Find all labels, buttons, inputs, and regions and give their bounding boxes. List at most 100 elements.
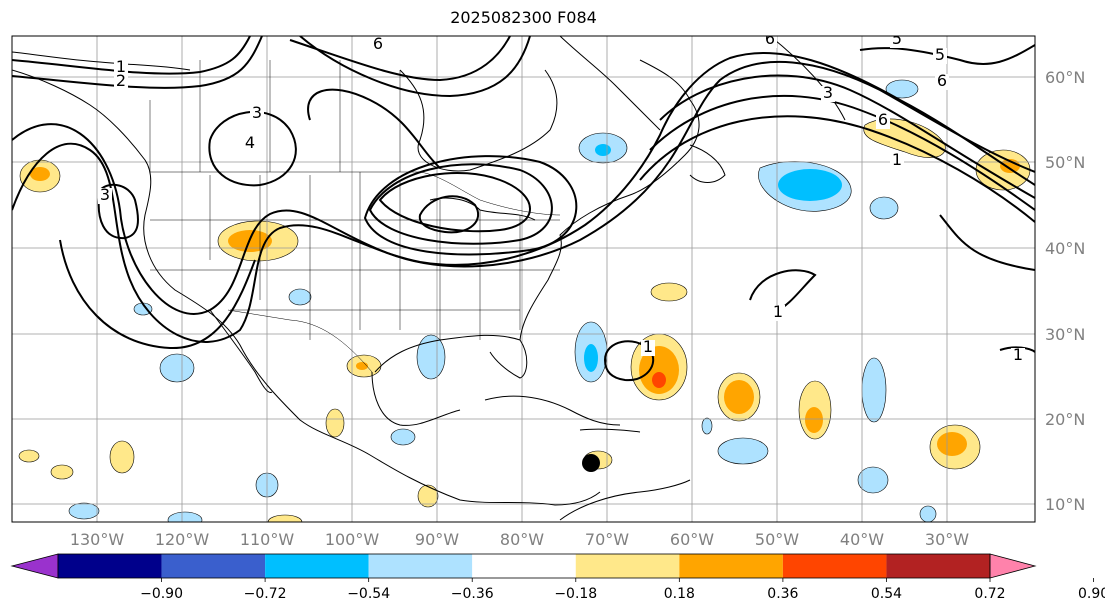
contour-label-bg: [763, 36, 777, 48]
contour-label: 6: [765, 29, 775, 48]
contour-label: 6: [937, 71, 947, 90]
colorbar-segment: [161, 554, 266, 578]
colorbar-extend-high: [989, 553, 1037, 579]
longitude-label: 120°W: [155, 530, 210, 549]
coast-hispaniola: [579, 428, 641, 433]
colorbar-segment: [265, 554, 369, 578]
coast-baffin: [559, 36, 661, 131]
border-us-mexico: [227, 309, 373, 373]
longitude-label: 80°W: [500, 530, 544, 549]
coast-yucatan: [371, 371, 461, 426]
longitude-labels: 130°W 120°W 110°W 100°W 90°W 80°W 70°W 60°W 50°W…: [70, 530, 969, 549]
contour-label: 3: [100, 185, 110, 204]
colorbar-tick-label: 0.36: [767, 586, 798, 602]
contour-label-bg: [243, 136, 257, 152]
coast-south-america: [559, 479, 691, 521]
colorbar-tick-label: 0.72: [974, 586, 1005, 602]
coast-east: [519, 59, 700, 341]
latitude-labels: 60°N 50°N 40°N 30°N 20°N 10°N: [1045, 68, 1085, 514]
positive-anomaly-tropical-mid: [639, 346, 679, 394]
negative-anomaly-east: [857, 466, 889, 494]
contour-label: 1: [643, 337, 653, 356]
positive-anomaly-texas-core: [356, 362, 368, 370]
positive-anomaly-pacific-3: [18, 449, 40, 463]
contour-label-bg: [890, 36, 904, 48]
longitude-label: 130°W: [70, 530, 125, 549]
contour-ring-2: [368, 163, 553, 245]
negative-anomaly-south: [68, 502, 100, 520]
contour-label-bg: [114, 74, 128, 90]
colorbar-tick-label: 0.90: [1078, 586, 1105, 602]
contour-label-bg: [890, 153, 904, 169]
negative-anomaly-pacific-2: [159, 353, 195, 383]
filled-circle-marker: [582, 454, 600, 472]
latitude-label: 20°N: [1045, 410, 1085, 429]
contour-west-loop-2: [12, 51, 1035, 343]
contour-east-1: [999, 346, 1035, 353]
positive-anomaly-tropical-2-core: [724, 380, 754, 414]
negative-anomaly-arizona: [288, 288, 312, 306]
contour-ring-3: [363, 155, 578, 256]
contour-label-bg: [933, 48, 947, 64]
longitude-label: 90°W: [415, 530, 459, 549]
colorbar-tick-label: 0.54: [871, 586, 902, 602]
longitude-label: 40°W: [840, 530, 884, 549]
contour-greenland-5: [859, 44, 1035, 66]
contour-label: 3: [823, 83, 833, 102]
contour-label-bg: [876, 113, 890, 129]
longitude-label: 30°W: [925, 530, 969, 549]
coast-north-america-west: [12, 69, 601, 506]
latitude-label: 50°N: [1045, 153, 1085, 172]
contour-1: [12, 36, 251, 75]
contour-tropical: [603, 340, 655, 382]
contour-label: 4: [245, 133, 255, 152]
colorbar-tick-label: −0.54: [347, 586, 390, 602]
negative-anomaly-caribbean-2: [701, 417, 713, 435]
contour-label-bg: [114, 60, 128, 76]
contour-label: 1: [773, 302, 783, 321]
contour-loop-3: [97, 183, 139, 240]
positive-anomaly-cape-verde-core: [937, 432, 967, 456]
coast-gulf: [374, 334, 528, 379]
colorbar-segment: [368, 554, 473, 578]
negative-anomaly-tropical: [861, 357, 887, 423]
coast-greenland: [769, 36, 846, 121]
negative-anomaly-south-2: [167, 511, 203, 522]
negative-anomaly-gulf: [416, 334, 446, 380]
colorbar-tick-label: −0.72: [244, 586, 287, 602]
contour-atlantic-end: [939, 214, 1035, 271]
positive-anomaly-pacific: [109, 440, 135, 474]
map-title: 2025082300 F084: [450, 8, 597, 27]
political-borders: [149, 60, 561, 373]
longitude-label: 110°W: [240, 530, 295, 549]
negative-anomaly-south-3: [919, 505, 937, 522]
contour-label-bg: [821, 86, 835, 102]
colorbar-frame: [57, 553, 991, 579]
contour-label: 6: [373, 34, 383, 53]
latitude-label: 40°N: [1045, 239, 1085, 258]
contour-label: 1: [892, 150, 902, 169]
contour-label: 6: [878, 110, 888, 129]
colorbar-tick-label: −0.36: [451, 586, 494, 602]
contour-label: 2: [116, 71, 126, 90]
anomaly-shading: [18, 79, 1031, 522]
contour-label-bg: [250, 106, 264, 122]
contour-trough-1: [289, 36, 511, 82]
state-lines: [150, 172, 560, 340]
negative-anomaly-greenland: [885, 79, 919, 99]
contour-atlantic-loop: [749, 269, 817, 313]
contour-label-bg: [935, 74, 949, 90]
colorbar-segment: [575, 554, 680, 578]
positive-anomaly-pacific-2: [50, 464, 74, 480]
colorbar-segment: [679, 554, 783, 578]
negative-anomaly-atlantic-small: [869, 196, 899, 220]
colorbar-segment: [58, 554, 162, 578]
contour-label: 1: [1013, 345, 1023, 364]
map-frame: [11, 35, 1036, 523]
contours: [12, 36, 1035, 382]
positive-anomaly-central-america: [417, 484, 439, 508]
contour-loop-4: [208, 111, 297, 187]
contour-label: 1: [116, 57, 126, 76]
coast-alaska: [12, 51, 191, 71]
